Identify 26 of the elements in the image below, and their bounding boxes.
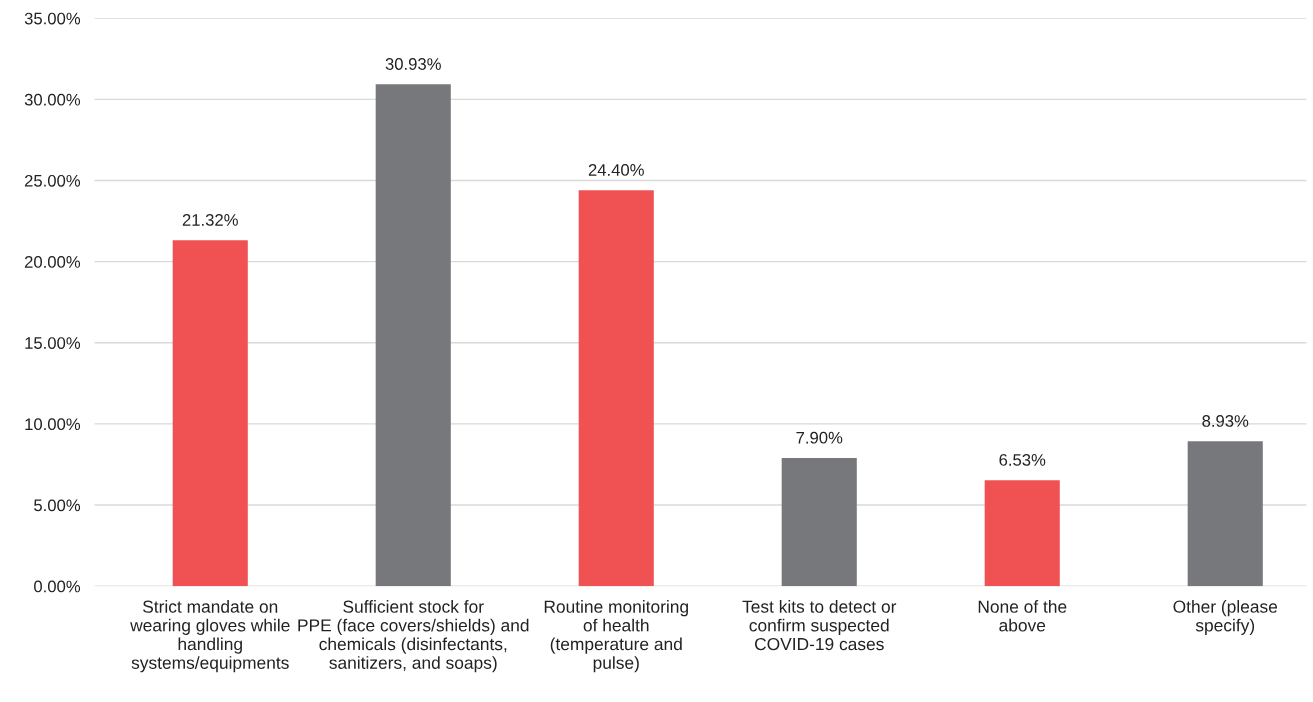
bar	[375, 84, 451, 587]
y-tick-label: 35.00%	[24, 12, 81, 25]
bar	[1187, 441, 1263, 587]
y-tick-label: 25.00%	[24, 174, 81, 187]
x-tick-label: Strict mandate on wearing gloves while handling systems/equipments	[130, 600, 290, 673]
y-tick-label: 15.00%	[25, 337, 81, 349]
bar	[781, 457, 857, 587]
bar	[578, 190, 654, 587]
data-label: 6.53%	[999, 454, 1046, 466]
data-label: 30.93%	[385, 58, 441, 70]
x-tick-label: None of the above	[978, 600, 1067, 632]
x-tick-label: Sufficient stock for PPE (face covers/shields) and chemicals (disinfectants, sanitizers, and soaps)	[298, 600, 529, 673]
bar	[172, 240, 248, 587]
data-label: 24.40%	[588, 164, 644, 176]
data-label: 21.32%	[182, 214, 238, 226]
y-tick-label: 5.00%	[34, 499, 81, 512]
x-tick-label: Test kits to detect or confirm suspected COVID-19 cases	[742, 600, 897, 651]
data-label: 8.93%	[1202, 415, 1249, 427]
y-tick-label: 30.00%	[24, 93, 81, 106]
data-label: 7.90%	[796, 431, 843, 444]
y-tick-label: 0.00%	[34, 580, 81, 593]
y-tick-label: 20.00%	[24, 256, 81, 268]
x-tick-label: Routine monitoring of health (temperature and pulse)	[544, 600, 688, 673]
y-tick-label: 10.00%	[25, 418, 81, 431]
x-tick-label: Other (please specify)	[1173, 600, 1278, 635]
bar	[984, 480, 1060, 587]
